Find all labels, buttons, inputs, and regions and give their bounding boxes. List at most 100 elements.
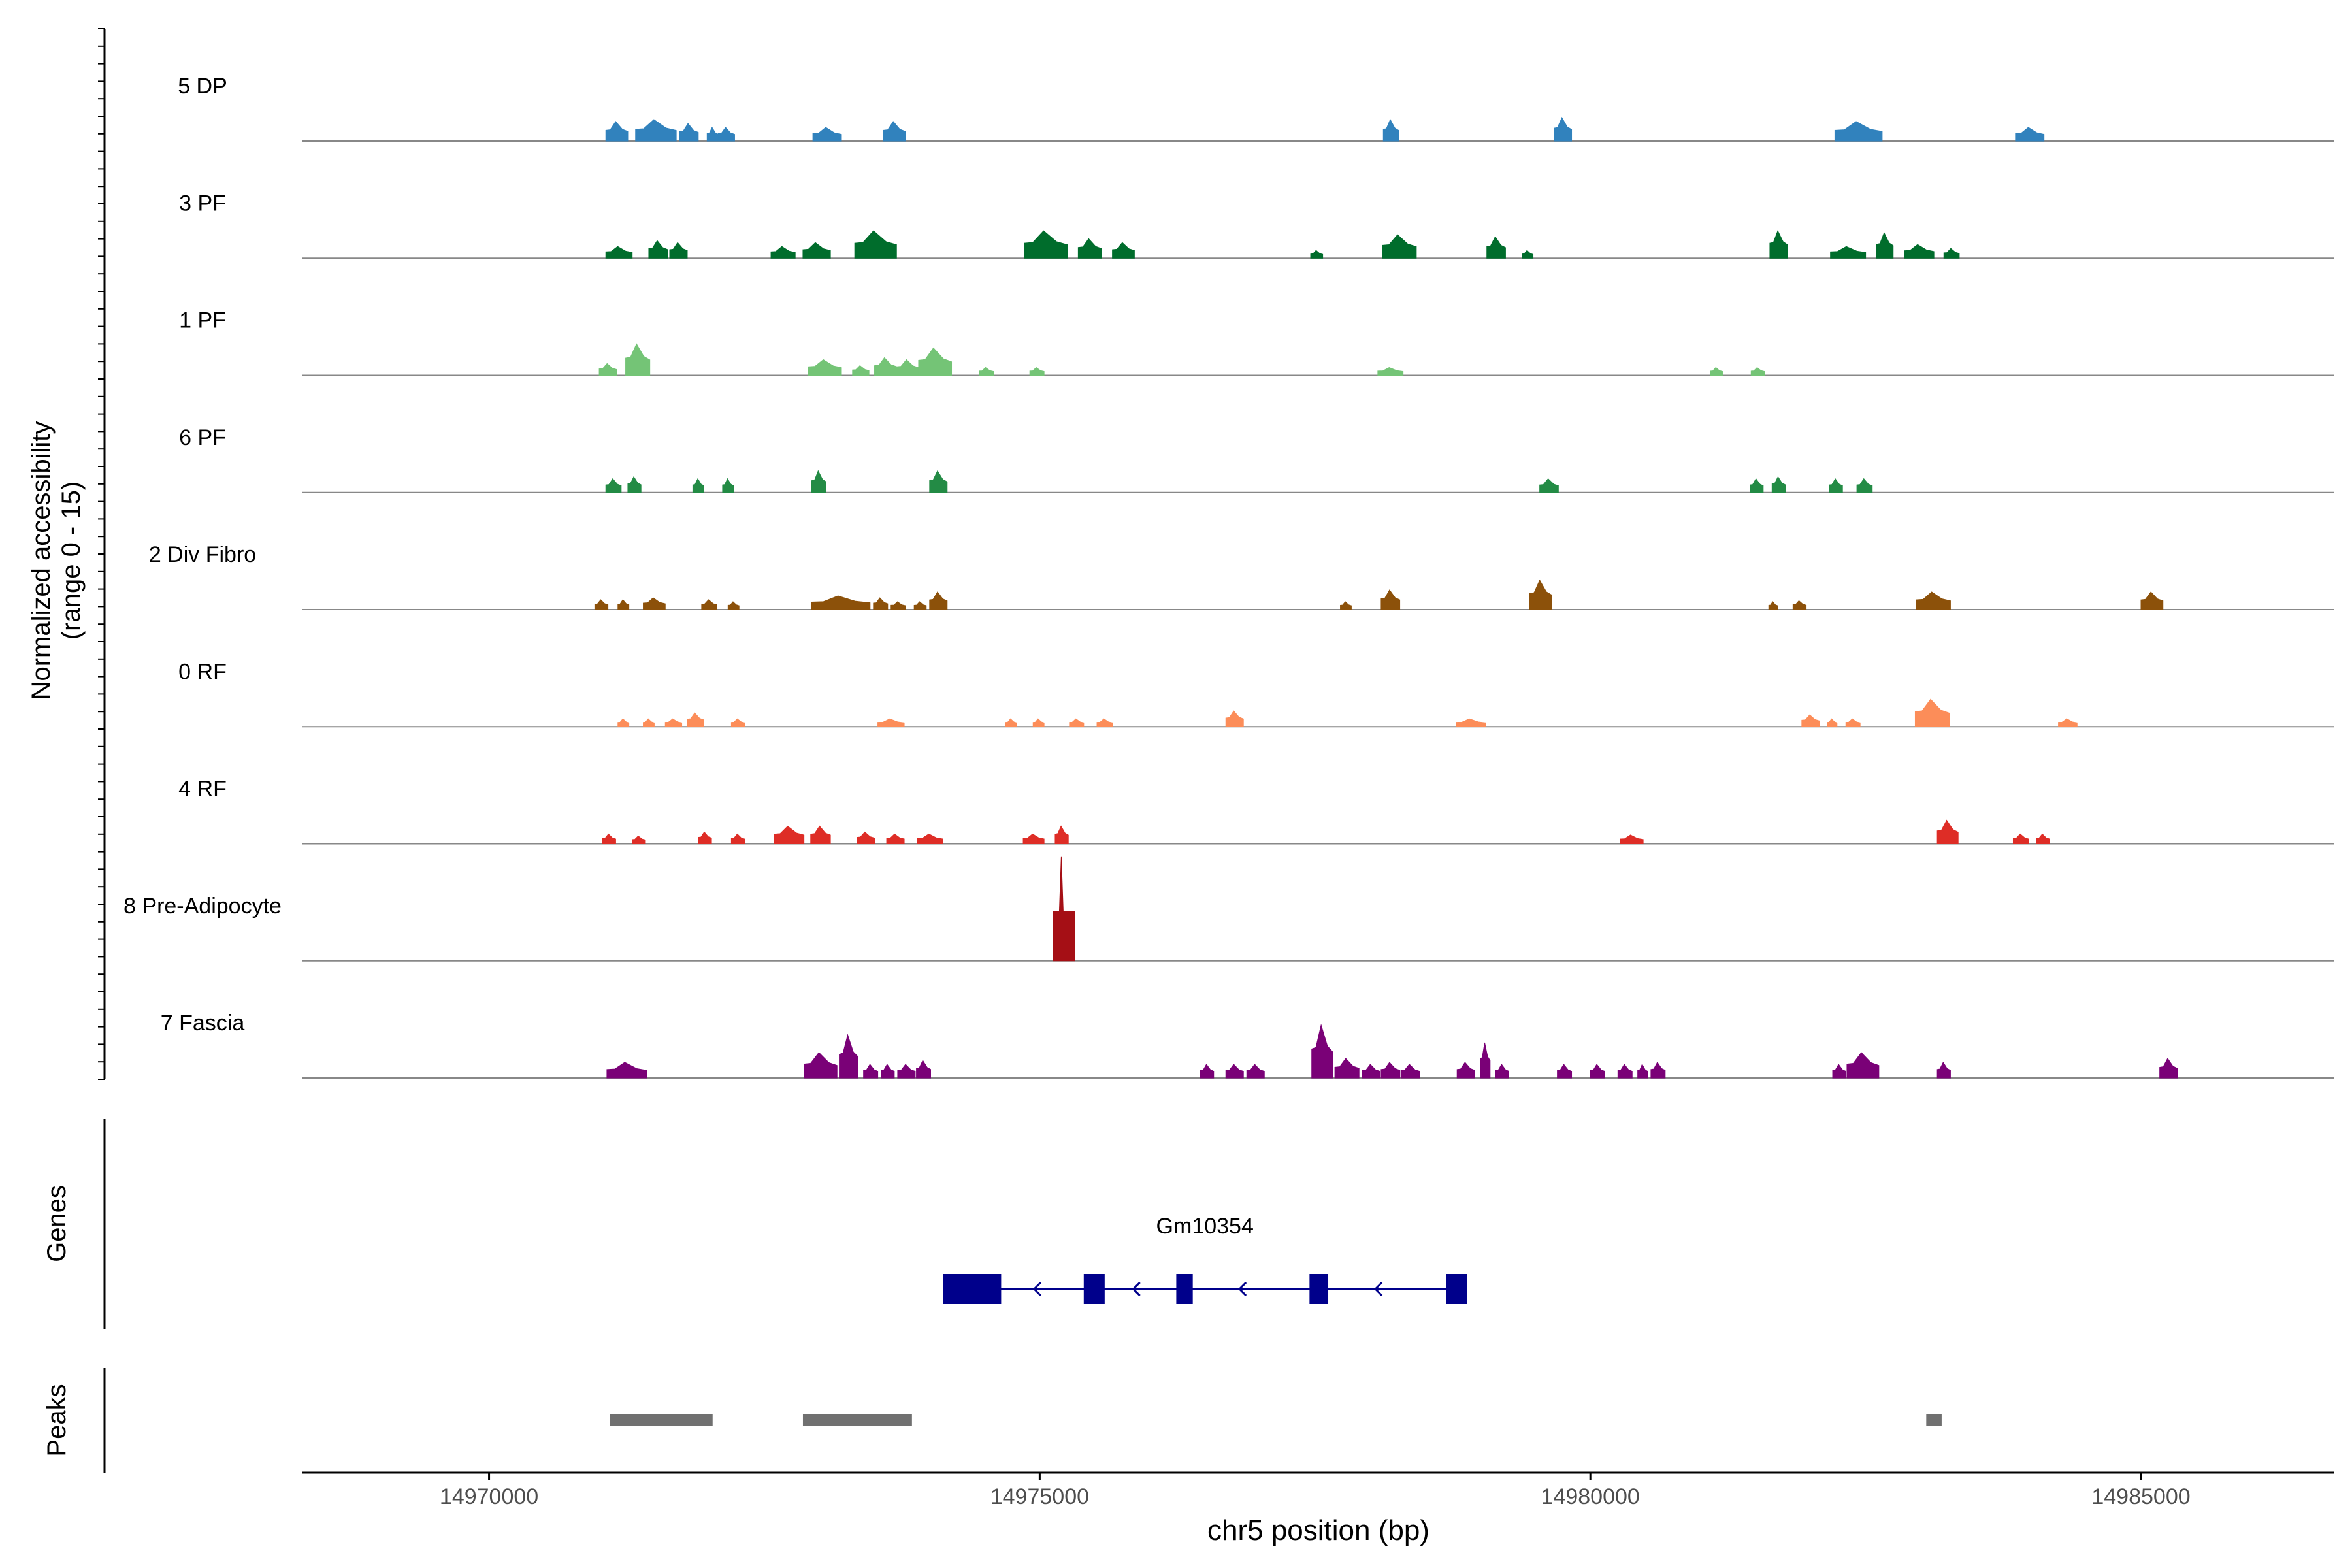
- coverage-peak: [811, 470, 826, 493]
- peak-region: [610, 1414, 713, 1426]
- strand-arrow-icon: [1374, 1281, 1383, 1297]
- coverage-peak: [929, 470, 948, 493]
- coverage-peak: [1539, 478, 1559, 493]
- coverage-peak: [605, 121, 629, 142]
- coverage-peak: [2036, 833, 2050, 844]
- coverage-peak: [730, 718, 745, 727]
- coverage-peak: [802, 242, 831, 259]
- coverage-peak: [594, 599, 609, 610]
- coverage-track: 1 PF: [179, 308, 2334, 376]
- coverage-peak: [687, 712, 704, 727]
- coverage-peak: [918, 347, 953, 376]
- coverage-peak: [1914, 698, 1950, 727]
- coverage-peak: [1022, 833, 1045, 844]
- coverage-peak: [811, 595, 871, 610]
- coverage-peak: [1311, 1024, 1333, 1079]
- coverage-peak: [1827, 718, 1838, 727]
- coverage-peak: [1225, 710, 1244, 727]
- coverage-peak: [1069, 718, 1085, 727]
- x-axis: 14970000 14975000 14980000 14985000: [302, 1471, 2334, 1509]
- coverage-peak: [881, 1064, 895, 1079]
- coverage-peak: [1936, 1061, 1951, 1079]
- coverage-peak: [1845, 718, 1861, 727]
- x-tick-label: 14985000: [2091, 1484, 2190, 1509]
- genes-y-axis-label: Genes: [42, 1185, 71, 1262]
- coverage-peak: [774, 825, 805, 844]
- coverage-peak: [1637, 1063, 1648, 1079]
- gene-exon: [1309, 1274, 1329, 1304]
- coverage-peak: [1456, 1062, 1475, 1079]
- coverage-peak: [606, 1062, 647, 1079]
- coverage-track: 3 PF: [179, 191, 2334, 259]
- coverage-peak: [1617, 1064, 1633, 1079]
- peak-region: [1926, 1414, 1942, 1426]
- coverage-peak: [1916, 591, 1951, 610]
- coverage-peak: [722, 478, 734, 493]
- coverage-track: 7 Fascia: [161, 1011, 2334, 1079]
- coverage-peak: [605, 246, 633, 259]
- coverage-peak: [664, 718, 683, 727]
- coverage-peak: [1334, 1058, 1360, 1079]
- coverage-peak: [1005, 718, 1017, 727]
- coverage-peak: [812, 127, 842, 142]
- coverage-track: 4 RF: [178, 777, 2334, 845]
- coverage-peak: [1829, 478, 1843, 493]
- peaks-panel: [610, 1414, 1942, 1426]
- coverage-peak: [1856, 478, 1873, 493]
- coverage-peak: [717, 127, 735, 142]
- coverage-peak: [1876, 232, 1894, 259]
- coverage-peak: [1943, 248, 1960, 259]
- track-label: 8 Pre-Adipocyte: [123, 894, 282, 919]
- coverage-left-axis-ticks: [98, 28, 105, 1080]
- coverage-peak: [1480, 1042, 1491, 1079]
- coverage-peak: [2140, 591, 2164, 610]
- coverage-peak: [617, 599, 630, 610]
- coverage-y-axis-range-label: (range 0 - 15): [57, 482, 86, 640]
- coverage-peak: [730, 833, 745, 844]
- coverage-peak: [1024, 230, 1068, 259]
- gene-model: Gm10354: [943, 1214, 1467, 1304]
- coverage-peak: [1380, 1062, 1401, 1079]
- coverage-peak: [873, 597, 889, 610]
- coverage-peak: [979, 367, 994, 376]
- coverage-peak: [1620, 834, 1644, 844]
- gene-name-label: Gm10354: [1156, 1214, 1254, 1239]
- coverage-peak: [1400, 1064, 1420, 1079]
- coverage-y-axis-label: Normalized accessibility: [27, 421, 56, 700]
- coverage-peak: [897, 1064, 916, 1079]
- track-label: 1 PF: [179, 308, 226, 333]
- coverage-peak: [1225, 1064, 1244, 1079]
- coverage-peak: [770, 246, 796, 259]
- coverage-peak: [886, 833, 905, 844]
- coverage-peak: [1832, 1064, 1846, 1079]
- coverage-peak: [1077, 238, 1102, 259]
- coverage-peak: [1380, 589, 1401, 610]
- coverage-peak: [643, 597, 666, 610]
- coverage-peak: [1830, 246, 1867, 259]
- coverage-peak: [632, 835, 646, 844]
- coverage-peak: [605, 478, 622, 493]
- x-tick-label: 14980000: [1541, 1484, 1640, 1509]
- coverage-peak: [877, 718, 905, 727]
- coverage-peak: [913, 601, 927, 610]
- coverage-peak: [1904, 244, 1935, 259]
- coverage-peak: [1650, 1062, 1666, 1079]
- coverage-peak: [1710, 367, 1723, 376]
- coverage-peak: [1792, 600, 1807, 610]
- coverage-peak: [929, 591, 948, 610]
- x-tick-label: 14975000: [990, 1484, 1089, 1509]
- coverage-peak: [1750, 478, 1764, 493]
- coverage-peak: [1486, 236, 1506, 259]
- coverage-peak: [1846, 1052, 1880, 1079]
- x-axis-title: chr5 position (bp): [1207, 1514, 1429, 1546]
- genes-panel: Gm10354: [943, 1214, 1467, 1304]
- coverage-peak: [1246, 1064, 1265, 1079]
- coverage-peak: [692, 478, 704, 493]
- coverage-peak: [698, 831, 712, 844]
- track-label: 0 RF: [178, 659, 227, 684]
- coverage-peak: [2058, 718, 2078, 727]
- coverage-track: 2 Div Fibro: [149, 542, 2334, 610]
- coverage-peak: [917, 833, 943, 844]
